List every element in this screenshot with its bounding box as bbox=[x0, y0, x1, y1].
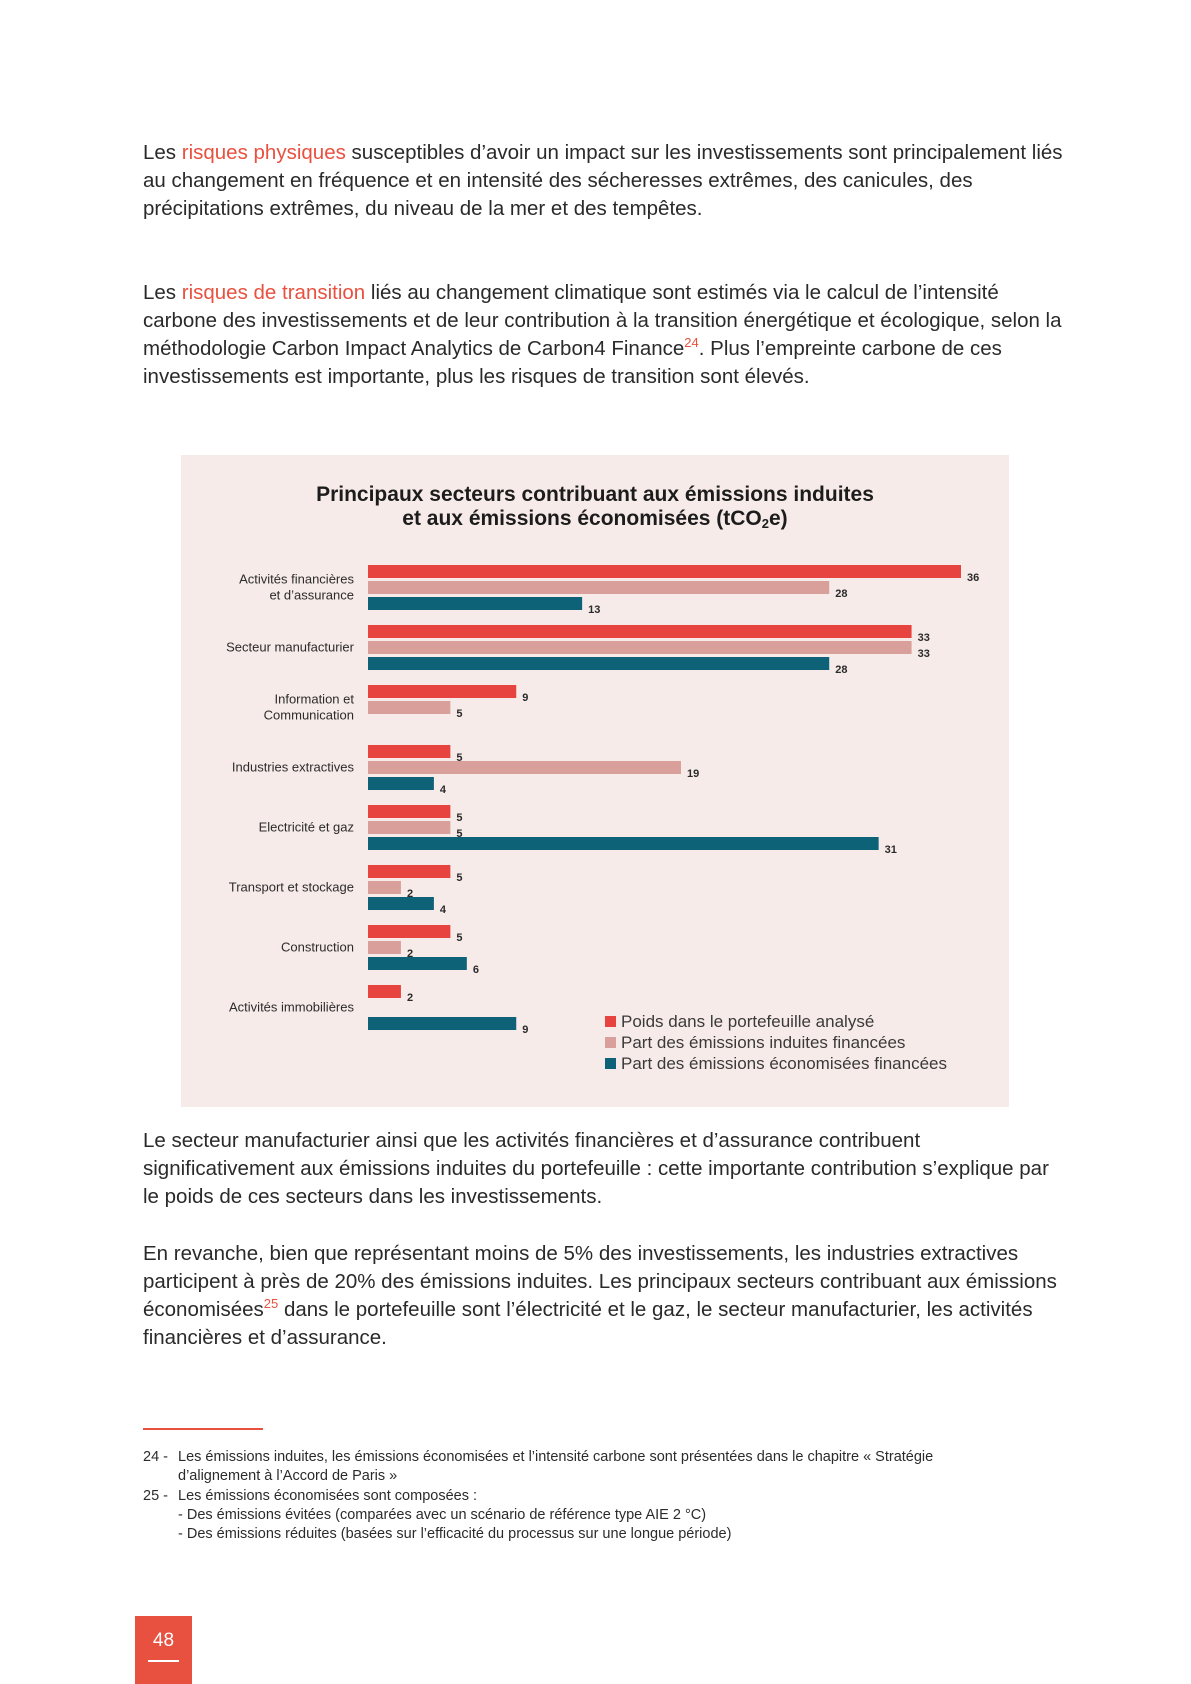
bar-industries-extractives-series-1 bbox=[368, 761, 681, 774]
footnote-ref-24[interactable]: 24 bbox=[684, 335, 699, 350]
bar-activites-financieres-et-d-assurance-series-0 bbox=[368, 565, 961, 578]
legend-item-induced-emissions: Part des émissions induites financées bbox=[605, 1032, 947, 1053]
legend-item-portfolio-weight: Poids dans le portefeuille analysé bbox=[605, 1011, 947, 1032]
value-label-industries-extractives-series-0: 5 bbox=[456, 752, 462, 764]
bar-industries-extractives-series-0 bbox=[368, 745, 451, 758]
footnote-25: 25 - Les émissions économisées sont compo… bbox=[143, 1488, 732, 1542]
bar-transport-et-stockage-series-0 bbox=[368, 865, 451, 878]
footnote-divider bbox=[143, 1428, 263, 1430]
category-label-transport-et-stockage: Transport et stockage bbox=[229, 880, 354, 895]
chart-panel: Principaux secteurs contribuant aux émis… bbox=[181, 455, 1009, 1107]
category-label-construction: Construction bbox=[281, 940, 354, 955]
value-label-activites-financieres-et-d-assurance-series-2: 13 bbox=[588, 604, 600, 616]
value-label-secteur-manufacturier-series-2: 28 bbox=[835, 664, 847, 676]
page-number-underline bbox=[148, 1660, 179, 1662]
bar-activites-immobilieres-series-2 bbox=[368, 1017, 517, 1030]
bar-secteur-manufacturier-series-1 bbox=[368, 641, 912, 654]
bar-information-et-communication-series-1 bbox=[368, 701, 451, 714]
value-label-electricite-et-gaz-series-1: 5 bbox=[456, 828, 462, 840]
value-label-construction-series-0: 5 bbox=[456, 932, 462, 944]
bar-activites-immobilieres-series-0 bbox=[368, 985, 401, 998]
value-label-activites-financieres-et-d-assurance-series-1: 28 bbox=[835, 588, 847, 600]
value-label-secteur-manufacturier-series-1: 33 bbox=[918, 648, 930, 660]
category-label-activites-immobilieres: Activités immobilières bbox=[229, 1000, 354, 1015]
value-label-transport-et-stockage-series-2: 4 bbox=[440, 904, 447, 916]
bar-construction-series-1 bbox=[368, 941, 401, 954]
value-label-electricite-et-gaz-series-2: 31 bbox=[885, 844, 897, 856]
bar-activites-financieres-et-d-assurance-series-1 bbox=[368, 581, 830, 594]
value-label-activites-immobilieres-series-0: 2 bbox=[407, 992, 413, 1004]
category-label-secteur-manufacturier: Secteur manufacturier bbox=[226, 640, 355, 655]
bar-secteur-manufacturier-series-2 bbox=[368, 657, 830, 670]
bar-secteur-manufacturier-series-0 bbox=[368, 625, 912, 638]
bar-electricite-et-gaz-series-0 bbox=[368, 805, 451, 818]
paragraph-extractive: En revanche, bien que représentant moins… bbox=[143, 1242, 1057, 1349]
bar-electricite-et-gaz-series-2 bbox=[368, 837, 879, 850]
bar-information-et-communication-series-0 bbox=[368, 685, 517, 698]
chart-title-line1: Principaux secteurs contribuant aux émis… bbox=[316, 483, 874, 506]
legend-swatch-portfolio-weight bbox=[605, 1016, 616, 1027]
value-label-information-et-communication-series-1: 5 bbox=[456, 708, 462, 720]
page-number-badge: 48 bbox=[135, 1616, 192, 1684]
value-label-construction-series-2: 6 bbox=[473, 964, 479, 976]
highlight-physical-risks: risques physiques bbox=[181, 141, 346, 164]
value-label-construction-series-1: 2 bbox=[407, 948, 413, 960]
bar-transport-et-stockage-series-2 bbox=[368, 897, 434, 910]
legend-item-saved-emissions: Part des émissions économisées financées bbox=[605, 1053, 947, 1074]
bar-transport-et-stockage-series-1 bbox=[368, 881, 401, 894]
bar-electricite-et-gaz-series-1 bbox=[368, 821, 451, 834]
category-label-industries-extractives: Industries extractives bbox=[232, 760, 355, 775]
value-label-activites-financieres-et-d-assurance-series-0: 36 bbox=[967, 572, 979, 584]
bar-construction-series-0 bbox=[368, 925, 451, 938]
bar-construction-series-2 bbox=[368, 957, 467, 970]
value-label-activites-immobilieres-series-2: 9 bbox=[522, 1024, 528, 1036]
legend-swatch-induced-emissions bbox=[605, 1037, 616, 1048]
paragraph-physical-risks: Les risques physiques susceptibles d’avo… bbox=[143, 141, 1063, 220]
value-label-secteur-manufacturier-series-0: 33 bbox=[918, 632, 930, 644]
bar-activites-financieres-et-d-assurance-series-2 bbox=[368, 597, 583, 610]
bar-industries-extractives-series-2 bbox=[368, 777, 434, 790]
paragraph-transition-risks: Les risques de transition liés au change… bbox=[143, 281, 1062, 388]
chart-title-line2: et aux émissions économisées (tCO2e) bbox=[402, 507, 788, 531]
value-label-transport-et-stockage-series-1: 2 bbox=[407, 888, 413, 900]
category-label-information-et-communication: Information et Communication bbox=[264, 692, 355, 723]
value-label-transport-et-stockage-series-0: 5 bbox=[456, 872, 462, 884]
footnote-ref-25[interactable]: 25 bbox=[263, 1296, 279, 1311]
paragraph-manufacturing: Le secteur manufacturier ainsi que les a… bbox=[143, 1129, 1049, 1208]
value-label-information-et-communication-series-0: 9 bbox=[522, 692, 528, 704]
category-label-activites-financieres-et-d-assurance: Activités financières et d’assurance bbox=[239, 572, 354, 603]
legend-swatch-saved-emissions bbox=[605, 1058, 616, 1069]
category-label-electricite-et-gaz: Electricité et gaz bbox=[259, 820, 354, 835]
value-label-electricite-et-gaz-series-0: 5 bbox=[456, 812, 462, 824]
value-label-industries-extractives-series-1: 19 bbox=[687, 768, 699, 780]
page-number: 48 bbox=[152, 1630, 175, 1651]
chart-title: Principaux secteurs contribuant aux émis… bbox=[181, 483, 1009, 536]
highlight-transition-risks: risques de transition bbox=[181, 281, 366, 304]
value-label-industries-extractives-series-2: 4 bbox=[440, 784, 447, 796]
bar-chart: Activités financières et d’assurance 36 28 1… bbox=[226, 565, 979, 1036]
chart-legend: Poids dans le portefeuille analysé Part … bbox=[605, 1011, 947, 1074]
footnote-24: 24 - Les émissions induites, les émission… bbox=[143, 1449, 934, 1484]
